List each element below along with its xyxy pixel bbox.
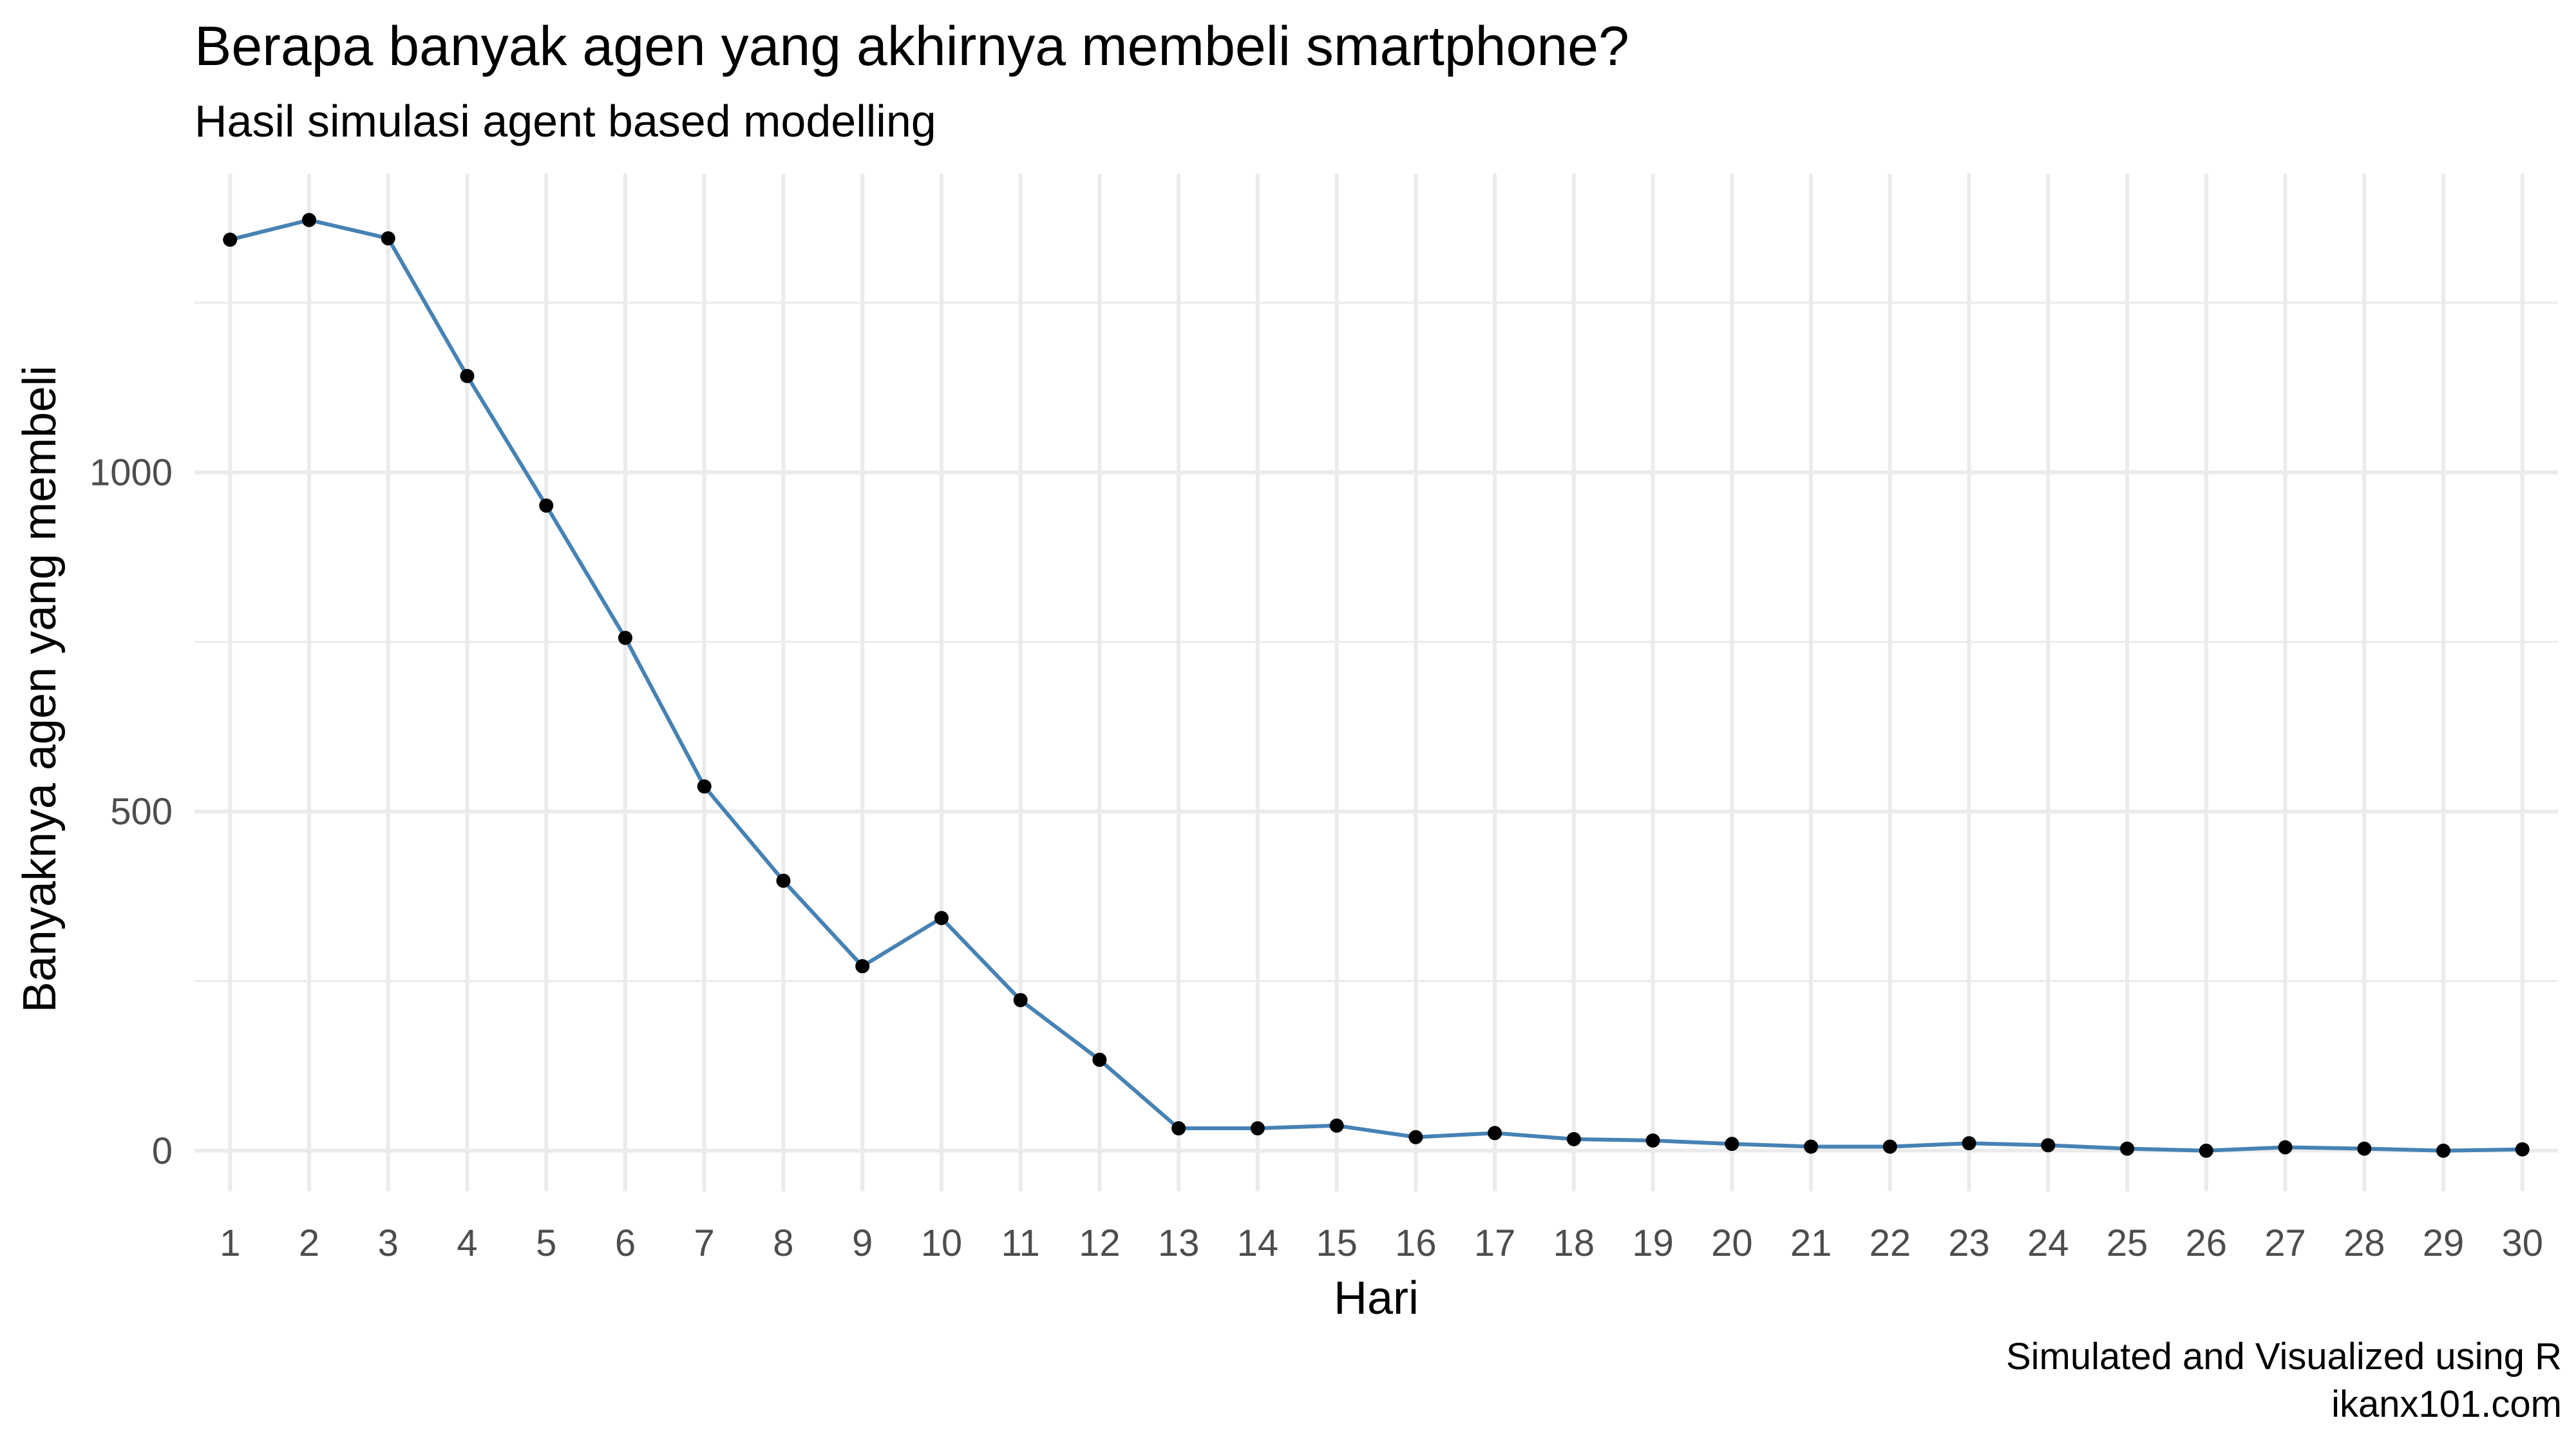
x-axis-label: Hari bbox=[1334, 1273, 1419, 1324]
data-point bbox=[1725, 1137, 1739, 1151]
x-tick-label: 6 bbox=[615, 1222, 636, 1264]
chart-title: Berapa banyak agen yang akhirnya membeli… bbox=[194, 15, 1629, 77]
x-tick-label: 18 bbox=[1553, 1222, 1595, 1264]
data-point bbox=[1566, 1132, 1581, 1146]
y-tick-label: 0 bbox=[152, 1130, 173, 1172]
x-tick-label: 25 bbox=[2107, 1222, 2148, 1264]
x-tick-label: 27 bbox=[2264, 1222, 2306, 1264]
y-axis-label: Banyaknya agen yang membeli bbox=[14, 366, 66, 1013]
data-point bbox=[1882, 1139, 1897, 1154]
data-point bbox=[776, 873, 791, 888]
data-point bbox=[2278, 1140, 2293, 1155]
data-point bbox=[1013, 992, 1028, 1007]
x-tick-label: 1 bbox=[220, 1222, 240, 1264]
data-point bbox=[223, 232, 238, 247]
data-point bbox=[539, 498, 554, 513]
caption-line-1: Simulated and Visualized using R bbox=[2005, 1336, 2562, 1378]
chart-subtitle: Hasil simulasi agent based modelling bbox=[194, 96, 936, 146]
data-point bbox=[1645, 1133, 1660, 1148]
series-line bbox=[229, 218, 2523, 1153]
data-point bbox=[2120, 1141, 2135, 1156]
data-point bbox=[2041, 1138, 2056, 1153]
x-tick-label: 22 bbox=[1870, 1222, 1911, 1264]
x-tick-label: 10 bbox=[921, 1222, 963, 1264]
caption-line-2: ikanx101.com bbox=[2331, 1383, 2562, 1425]
series-line-group bbox=[229, 218, 2523, 1153]
x-tick-label: 2 bbox=[299, 1222, 319, 1264]
x-tick-label: 16 bbox=[1395, 1222, 1437, 1264]
x-tick-label: 19 bbox=[1632, 1222, 1674, 1264]
x-tick-label: 28 bbox=[2344, 1222, 2385, 1264]
data-point bbox=[1408, 1130, 1423, 1144]
x-tick-label: 17 bbox=[1474, 1222, 1516, 1264]
y-tick-labels: 0 500 1000 bbox=[90, 451, 173, 1171]
y-tick-label: 500 bbox=[110, 791, 173, 833]
data-point bbox=[2199, 1143, 2213, 1158]
data-point bbox=[697, 779, 712, 794]
major-gridlines bbox=[194, 174, 2558, 1191]
x-tick-label: 23 bbox=[1948, 1222, 1990, 1264]
data-point bbox=[1329, 1118, 1344, 1133]
data-point bbox=[1962, 1136, 1976, 1151]
data-point bbox=[1804, 1139, 1819, 1154]
data-point bbox=[2515, 1142, 2530, 1157]
x-tick-label: 11 bbox=[1001, 1222, 1040, 1264]
x-tick-label: 29 bbox=[2423, 1222, 2465, 1264]
x-tick-label: 21 bbox=[1790, 1222, 1832, 1264]
x-tick-label: 20 bbox=[1711, 1222, 1753, 1264]
data-point bbox=[1171, 1121, 1186, 1136]
x-tick-label: 7 bbox=[694, 1222, 715, 1264]
x-tick-label: 8 bbox=[773, 1222, 793, 1264]
x-tick-label: 5 bbox=[536, 1222, 556, 1264]
x-tick-label: 3 bbox=[378, 1222, 399, 1264]
x-tick-label: 13 bbox=[1158, 1222, 1200, 1264]
y-tick-label: 1000 bbox=[90, 451, 173, 493]
x-tick-label: 12 bbox=[1079, 1222, 1121, 1264]
data-point bbox=[301, 213, 316, 227]
data-point bbox=[934, 911, 949, 925]
data-point bbox=[1092, 1052, 1107, 1067]
data-point bbox=[2436, 1143, 2451, 1158]
x-tick-label: 26 bbox=[2186, 1222, 2228, 1264]
x-tick-labels: 1 2 3 4 5 6 7 8 9 10 11 12 13 14 15 16 17 18 19 20 21 22 23 24 2… bbox=[220, 1222, 2543, 1264]
x-tick-label: 30 bbox=[2502, 1222, 2544, 1264]
data-point bbox=[2357, 1141, 2372, 1156]
data-point bbox=[855, 959, 870, 974]
chart-caption: Simulated and Visualized using R ikanx10… bbox=[2006, 1333, 2562, 1428]
x-tick-label: 24 bbox=[2027, 1222, 2069, 1264]
x-tick-label: 9 bbox=[852, 1222, 873, 1264]
x-tick-label: 4 bbox=[457, 1222, 477, 1264]
data-point bbox=[618, 630, 632, 645]
data-point bbox=[1488, 1126, 1502, 1141]
x-tick-label: 15 bbox=[1316, 1222, 1358, 1264]
data-point bbox=[381, 231, 395, 246]
data-points-group bbox=[223, 213, 2530, 1158]
x-tick-label: 14 bbox=[1237, 1222, 1279, 1264]
minor-gridlines bbox=[194, 301, 2558, 982]
data-point bbox=[1250, 1121, 1265, 1136]
data-point bbox=[460, 368, 475, 383]
